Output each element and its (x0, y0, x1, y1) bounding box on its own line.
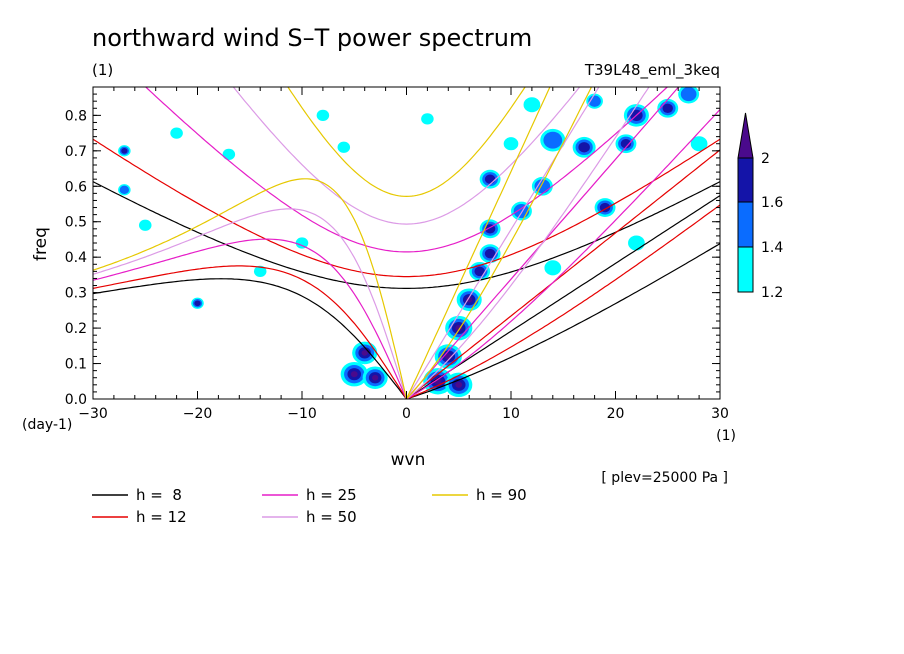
dispersion-curve (93, 265, 408, 399)
contour-blob (578, 142, 590, 153)
contour-blob (513, 204, 530, 219)
contour-blob (474, 266, 485, 277)
y-tick-label: 0.1 (65, 357, 87, 373)
dispersion-curve (93, 208, 408, 399)
contour-blob (119, 185, 130, 195)
contour-blob (484, 174, 496, 184)
contour-blob (253, 265, 267, 278)
dispersion-curve (232, 87, 581, 225)
contour-blob (523, 97, 541, 113)
y-tick-label: 0.0 (65, 392, 87, 408)
contour-blob (350, 371, 358, 378)
contour-blob (170, 127, 183, 139)
legend-label: h = 90 (476, 486, 527, 504)
units-label: (1) (92, 61, 113, 79)
y-tick-label: 0.2 (65, 321, 87, 337)
level-note: [ plev=25000 Pa ] (601, 470, 728, 486)
x-axis-label: wvn (391, 450, 426, 470)
contour-blob (628, 235, 645, 251)
dispersion-curve (405, 87, 551, 399)
contour-blob (466, 296, 473, 303)
chart-title: northward wind S–T power spectrum (92, 24, 532, 52)
contour-blob (544, 260, 562, 276)
x-tick-label: −30 (78, 406, 108, 422)
dispersion-curve (406, 204, 720, 399)
dispersion-curve (406, 87, 650, 399)
contour-blob (421, 113, 434, 125)
y-unit-label: (day-1) (22, 417, 72, 433)
colorbar: 1.2 1.4 1.6 2 (737, 112, 783, 301)
contour-blob (620, 139, 632, 149)
legend-label: h = 12 (136, 508, 187, 526)
dispersion-curve (406, 87, 680, 399)
contour-blob (503, 137, 519, 151)
dispersion-curve (93, 138, 720, 278)
y-tick-label: 0.7 (65, 144, 87, 160)
dispersion-curves (93, 87, 720, 399)
x-tick-label: 20 (607, 406, 625, 422)
contour-blob (295, 237, 309, 249)
contour-blob (222, 148, 236, 161)
dispersion-curve (406, 109, 720, 399)
y-tick-label: 0.5 (65, 215, 87, 231)
dispersion-curve (406, 87, 593, 399)
contour-blob (690, 136, 708, 152)
legend: h = 8 h = 12 h = 25 h = 50 h = 90 (92, 486, 527, 526)
contour-blob (194, 300, 201, 307)
colorbar-label: 2 (761, 151, 770, 167)
contour-blob (662, 103, 673, 113)
x-axis: −30 −20 −10 0 10 20 30 (78, 87, 729, 422)
run-label: T39L48_eml_3keq (584, 61, 720, 80)
contour-blob (121, 147, 128, 154)
colorbar-label: 1.2 (761, 285, 783, 301)
contour-blob (455, 381, 463, 388)
x-tick-label: −20 (183, 406, 213, 422)
legend-label: h = 8 (136, 486, 182, 504)
y-tick-label: 0.8 (65, 108, 87, 124)
colorbar-segment (737, 157, 754, 203)
dispersion-curve (144, 87, 669, 253)
contour-blob (337, 141, 351, 153)
colorbar-segment (737, 201, 754, 248)
x-tick-label: 0 (402, 406, 411, 422)
colorbar-label: 1.6 (761, 195, 783, 211)
legend-label: h = 50 (306, 508, 357, 526)
dispersion-curve (406, 149, 720, 399)
x-tick-label: 10 (502, 406, 520, 422)
contour-blob (138, 219, 152, 231)
dispersion-curve (93, 278, 407, 399)
colorbar-segment (737, 246, 754, 293)
dispersion-curve (287, 87, 526, 198)
contour-blob (680, 87, 697, 102)
contour-blob (534, 179, 551, 194)
contour-blob (316, 109, 330, 122)
power-contours (118, 87, 708, 398)
x-tick-label: 30 (711, 406, 729, 422)
dispersion-curve (93, 238, 408, 399)
dispersion-curve (406, 243, 720, 399)
contour-blob (484, 248, 496, 259)
plot-frame (92, 86, 721, 400)
dispersion-curve (405, 87, 600, 399)
dispersion-curve (406, 195, 720, 399)
y-tick-label: 0.6 (65, 179, 87, 195)
contour-blob (372, 374, 379, 381)
legend-label: h = 25 (306, 486, 357, 504)
y-tick-label: 0.4 (65, 250, 87, 266)
x-unit-label: (1) (716, 428, 736, 444)
y-axis-label: freq (31, 227, 51, 261)
colorbar-label: 1.4 (761, 240, 783, 256)
y-axis: 0.0 0.1 0.2 0.3 0.4 0.5 0.6 0.7 0.8 (65, 93, 720, 408)
colorbar-overflow (737, 112, 754, 159)
contour-blob (361, 350, 368, 356)
contour-blob (543, 131, 563, 149)
y-tick-label: 0.3 (65, 286, 87, 302)
x-tick-label: −10 (287, 406, 317, 422)
dispersion-curve (93, 178, 408, 399)
